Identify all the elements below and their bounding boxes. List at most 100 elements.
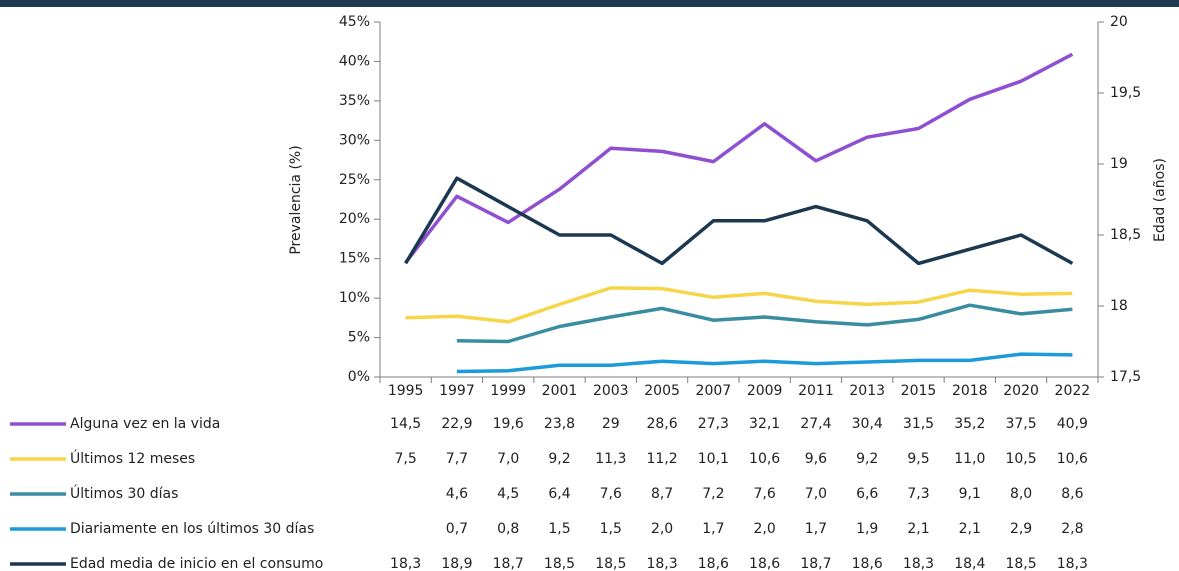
- table-value: 0,7: [446, 521, 468, 537]
- series-line: [404, 52, 1074, 264]
- series-line: [456, 303, 1073, 344]
- x-tick-label: 2001: [542, 383, 578, 399]
- table-value: 23,8: [544, 416, 575, 432]
- y-tick-label: 15%: [339, 251, 370, 267]
- y2-tick-label: 19: [1110, 156, 1128, 172]
- table-value: 28,6: [646, 416, 677, 432]
- table-value: 18,5: [595, 556, 626, 571]
- table-value: 29: [602, 416, 620, 432]
- table-value: 2,9: [1010, 521, 1032, 537]
- table-value: 7,0: [805, 486, 827, 502]
- table-value: 0,8: [497, 521, 519, 537]
- y2-tick-label: 18,5: [1110, 227, 1141, 243]
- y2-tick-label: 19,5: [1110, 85, 1141, 101]
- table-value: 1,7: [702, 521, 724, 537]
- table-value: 7,5: [395, 451, 417, 467]
- y-tick-label: 0%: [348, 369, 370, 385]
- table-value: 9,5: [907, 451, 929, 467]
- x-tick-label: 2022: [1055, 383, 1091, 399]
- x-tick-label: 2009: [747, 383, 783, 399]
- legend-label: Últimos 30 días: [70, 484, 178, 502]
- table-value: 1,5: [600, 521, 622, 537]
- table-value: 27,4: [800, 416, 831, 432]
- table-value: 18,5: [544, 556, 575, 571]
- y-tick-label: 10%: [339, 290, 370, 306]
- table-value: 35,2: [954, 416, 985, 432]
- x-tick-label: 2015: [901, 383, 937, 399]
- x-tick-label: 1997: [439, 383, 475, 399]
- table-value: 9,2: [856, 451, 878, 467]
- x-tick-label: 2007: [696, 383, 732, 399]
- x-tick-label: 2003: [593, 383, 629, 399]
- y-tick-label: 35%: [339, 93, 370, 109]
- table-value: 9,2: [548, 451, 570, 467]
- table-value: 4,5: [497, 486, 519, 502]
- table-value: 18,9: [441, 556, 472, 571]
- table-value: 11,2: [646, 451, 677, 467]
- table-value: 1,9: [856, 521, 878, 537]
- table-value: 37,5: [1005, 416, 1036, 432]
- table-value: 7,6: [600, 486, 622, 502]
- top-bar: [0, 0, 1179, 7]
- y-tick-label: 45%: [339, 14, 370, 30]
- table-value: 7,6: [754, 486, 776, 502]
- table-value: 32,1: [749, 416, 780, 432]
- table-value: 9,6: [805, 451, 827, 467]
- table-value: 9,1: [959, 486, 981, 502]
- table-value: 10,6: [749, 451, 780, 467]
- table-value: 18,4: [954, 556, 985, 571]
- legend-label: Edad media de inicio en el consumo: [70, 556, 323, 571]
- x-tick-label: 2018: [952, 383, 988, 399]
- x-tick-label: 2011: [798, 383, 834, 399]
- series-line: [456, 352, 1073, 374]
- table-value: 6,6: [856, 486, 878, 502]
- table-value: 18,7: [800, 556, 831, 571]
- y2-tick-label: 18: [1110, 298, 1128, 314]
- table-value: 2,8: [1061, 521, 1083, 537]
- legend-label: Alguna vez en la vida: [70, 416, 220, 432]
- table-value: 10,6: [1057, 451, 1088, 467]
- table-value: 18,3: [390, 556, 421, 571]
- table-value: 18,5: [1005, 556, 1036, 571]
- table-value: 2,0: [651, 521, 673, 537]
- table-value: 6,4: [548, 486, 570, 502]
- y-tick-label: 5%: [348, 330, 370, 346]
- table-value: 1,7: [805, 521, 827, 537]
- table-value: 22,9: [441, 416, 472, 432]
- table-value: 30,4: [852, 416, 883, 432]
- table-value: 18,6: [852, 556, 883, 571]
- table-value: 18,6: [749, 556, 780, 571]
- table-value: 11,0: [954, 451, 985, 467]
- table-value: 8,0: [1010, 486, 1032, 502]
- x-tick-label: 1995: [388, 383, 424, 399]
- y-tick-label: 40%: [339, 53, 370, 69]
- y-tick-label: 25%: [339, 172, 370, 188]
- table-value: 31,5: [903, 416, 934, 432]
- table-value: 18,3: [1057, 556, 1088, 571]
- x-tick-label: 2020: [1003, 383, 1039, 399]
- x-tick-label: 2013: [849, 383, 885, 399]
- table-value: 40,9: [1057, 416, 1088, 432]
- table-value: 11,3: [595, 451, 626, 467]
- table-value: 10,5: [1005, 451, 1036, 467]
- table-value: 27,3: [698, 416, 729, 432]
- table-value: 18,7: [493, 556, 524, 571]
- legend-label: Diariamente en los últimos 30 días: [70, 521, 314, 537]
- table-value: 19,6: [493, 416, 524, 432]
- table-value: 2,0: [754, 521, 776, 537]
- y2-tick-label: 17,5: [1110, 369, 1141, 385]
- table-value: 2,1: [907, 521, 929, 537]
- table-value: 1,5: [548, 521, 570, 537]
- y2-axis-label: Edad (años): [1152, 158, 1168, 242]
- table-value: 14,5: [390, 416, 421, 432]
- table-value: 10,1: [698, 451, 729, 467]
- table-value: 4,6: [446, 486, 468, 502]
- series-line: [405, 286, 1073, 324]
- table-value: 7,2: [702, 486, 724, 502]
- series-line: [404, 176, 1074, 266]
- y-axis-label: Prevalencia (%): [288, 145, 304, 254]
- x-tick-label: 1999: [490, 383, 526, 399]
- table-value: 2,1: [959, 521, 981, 537]
- x-tick-label: 2005: [644, 383, 680, 399]
